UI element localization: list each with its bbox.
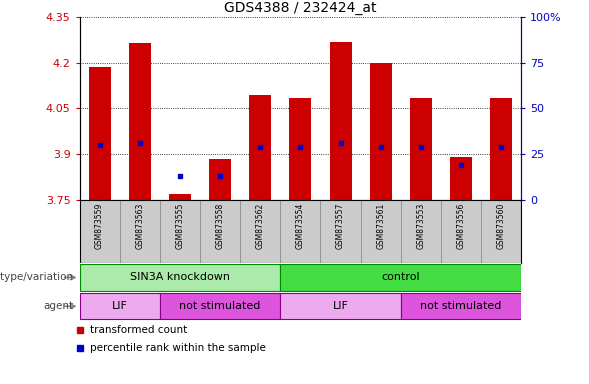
Bar <box>160 200 200 263</box>
Bar <box>209 159 231 200</box>
Text: GSM873563: GSM873563 <box>135 203 144 249</box>
Bar <box>360 200 401 263</box>
Text: control: control <box>382 272 420 283</box>
Title: GDS4388 / 232424_at: GDS4388 / 232424_at <box>224 1 376 15</box>
Bar <box>401 200 441 263</box>
Bar <box>401 293 521 319</box>
Bar <box>169 194 191 200</box>
Text: GSM873561: GSM873561 <box>376 203 385 249</box>
Bar <box>370 63 392 200</box>
Bar <box>410 98 432 200</box>
Bar <box>249 95 272 200</box>
Text: not stimulated: not stimulated <box>421 301 502 311</box>
Bar <box>80 293 160 319</box>
Bar <box>129 43 151 200</box>
Text: GSM873557: GSM873557 <box>336 203 345 249</box>
Text: GSM873562: GSM873562 <box>256 203 264 249</box>
Text: GSM873556: GSM873556 <box>456 203 465 249</box>
Bar <box>200 200 240 263</box>
Bar <box>120 200 160 263</box>
Bar <box>481 200 521 263</box>
Text: transformed count: transformed count <box>90 325 187 335</box>
Text: percentile rank within the sample: percentile rank within the sample <box>90 343 266 353</box>
Text: GSM873553: GSM873553 <box>416 203 425 249</box>
Bar <box>80 200 120 263</box>
Text: GSM873560: GSM873560 <box>497 203 506 249</box>
Text: GSM873558: GSM873558 <box>216 203 224 249</box>
Text: GSM873559: GSM873559 <box>95 203 104 249</box>
Bar <box>240 200 280 263</box>
Bar <box>88 68 111 200</box>
Text: GSM873555: GSM873555 <box>176 203 184 249</box>
Text: LIF: LIF <box>333 301 349 311</box>
Text: LIF: LIF <box>112 301 128 311</box>
Bar <box>490 98 512 200</box>
Bar <box>80 264 280 291</box>
Bar <box>280 200 320 263</box>
Text: SIN3A knockdown: SIN3A knockdown <box>130 272 230 283</box>
Text: not stimulated: not stimulated <box>180 301 261 311</box>
Bar <box>160 293 280 319</box>
Bar <box>450 157 472 200</box>
Bar <box>441 200 481 263</box>
Bar <box>280 264 521 291</box>
Bar <box>280 293 401 319</box>
Text: genotype/variation: genotype/variation <box>0 272 74 283</box>
Bar <box>289 98 312 200</box>
Bar <box>320 200 360 263</box>
Text: GSM873554: GSM873554 <box>296 203 305 249</box>
Text: agent: agent <box>44 301 74 311</box>
Bar <box>329 41 352 200</box>
